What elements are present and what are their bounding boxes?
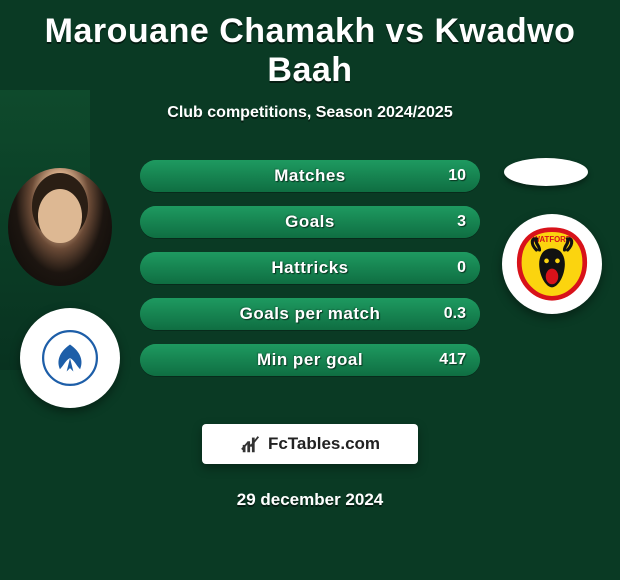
bar-chart-icon — [240, 433, 262, 455]
snapshot-date: 29 december 2024 — [0, 490, 620, 510]
stat-value: 3 — [457, 206, 466, 238]
watford-badge: WATFORD — [502, 214, 602, 314]
stat-label: Matches — [140, 160, 480, 192]
stat-value: 0.3 — [444, 298, 466, 330]
stat-label: Min per goal — [140, 344, 480, 376]
stat-value: 0 — [457, 252, 466, 284]
cardiff-city-badge — [20, 308, 120, 408]
page-title: Marouane Chamakh vs Kwadwo Baah — [0, 0, 620, 90]
stat-bar-hattricks: Hattricks 0 — [140, 252, 480, 284]
stat-bar-goals-per-match: Goals per match 0.3 — [140, 298, 480, 330]
right-player-flag — [504, 158, 588, 186]
cardiff-bird-icon — [42, 330, 98, 386]
stat-label: Hattricks — [140, 252, 480, 284]
player-left-avatar — [8, 168, 112, 286]
stats-bars: Matches 10 Goals 3 Hattricks 0 Goals per… — [140, 160, 480, 390]
stat-bar-goals: Goals 3 — [140, 206, 480, 238]
watford-moose-icon: WATFORD — [513, 225, 591, 303]
stat-bar-min-per-goal: Min per goal 417 — [140, 344, 480, 376]
stat-bar-matches: Matches 10 — [140, 160, 480, 192]
brand-text: FcTables.com — [268, 434, 380, 454]
stat-value: 417 — [439, 344, 466, 376]
stat-label: Goals per match — [140, 298, 480, 330]
comparison-panel: WATFORD Matches 10 Goals 3 Hattricks 0 — [0, 160, 620, 420]
stat-value: 10 — [448, 160, 466, 192]
brand-badge[interactable]: FcTables.com — [202, 424, 418, 464]
page-subtitle: Club competitions, Season 2024/2025 — [0, 104, 620, 122]
stat-label: Goals — [140, 206, 480, 238]
